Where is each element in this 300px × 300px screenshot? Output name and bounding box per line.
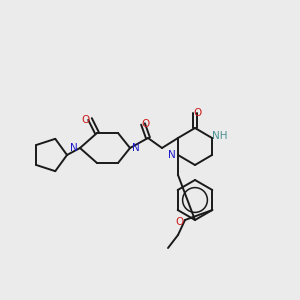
Text: N: N: [168, 150, 176, 160]
Text: N: N: [70, 143, 78, 153]
Text: O: O: [142, 119, 150, 129]
Text: NH: NH: [212, 131, 228, 141]
Text: O: O: [82, 115, 90, 125]
Text: N: N: [132, 143, 140, 153]
Text: O: O: [194, 108, 202, 118]
Text: O: O: [176, 217, 184, 227]
